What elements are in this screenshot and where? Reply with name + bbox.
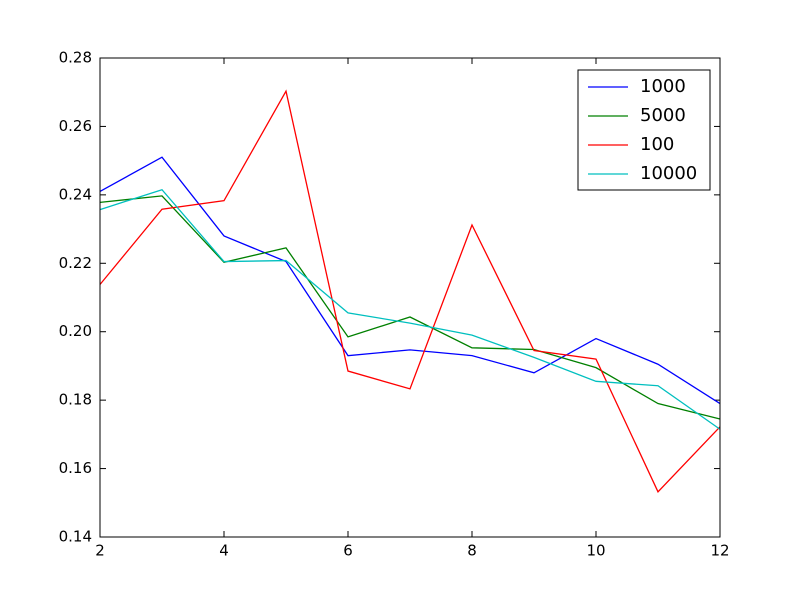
- y-tick-label: 0.22: [59, 254, 92, 272]
- y-tick-label: 0.14: [59, 528, 92, 546]
- x-tick-label: 12: [710, 542, 729, 560]
- x-tick-label: 10: [586, 542, 605, 560]
- legend-label: 100: [640, 134, 674, 155]
- x-tick-label: 8: [467, 542, 477, 560]
- x-tick-label: 2: [95, 542, 105, 560]
- y-tick-label: 0.16: [59, 459, 92, 477]
- series-line: [99, 195, 721, 420]
- legend-box: [577, 69, 711, 191]
- y-tick-label: 0.24: [59, 185, 92, 203]
- series-line: [99, 188, 721, 430]
- y-tick-label: 0.18: [59, 391, 92, 409]
- legend-label: 1000: [640, 76, 686, 97]
- y-tick-label: 0.20: [59, 322, 92, 340]
- legend-label: 10000: [640, 163, 697, 184]
- x-tick-label: 4: [219, 542, 229, 560]
- x-tick-label: 6: [343, 542, 353, 560]
- legend-label: 5000: [640, 105, 686, 126]
- y-tick-label: 0.28: [59, 49, 92, 67]
- plot-frame: [99, 57, 721, 538]
- legend: 1000 5000 100 10000: [577, 69, 711, 191]
- series-line: [99, 156, 721, 405]
- y-tick-label: 0.26: [59, 117, 92, 135]
- series-line: [99, 89, 721, 493]
